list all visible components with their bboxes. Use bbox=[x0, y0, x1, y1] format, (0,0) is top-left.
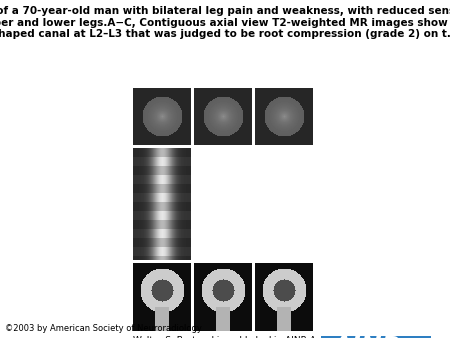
Bar bbox=[321, 336, 431, 338]
Text: AINR: AINR bbox=[333, 335, 401, 338]
Text: ©2003 by American Society of Neuroradiology: ©2003 by American Society of Neuroradiol… bbox=[5, 324, 202, 333]
Text: Walter S. Bartynski, and Luke Lin AJNR Am J Neuroradiol: Walter S. Bartynski, and Luke Lin AJNR A… bbox=[133, 336, 386, 338]
Text: Images of a 70-year-old man with bilateral leg pain and weakness, with reduced s: Images of a 70-year-old man with bilater… bbox=[0, 6, 450, 39]
